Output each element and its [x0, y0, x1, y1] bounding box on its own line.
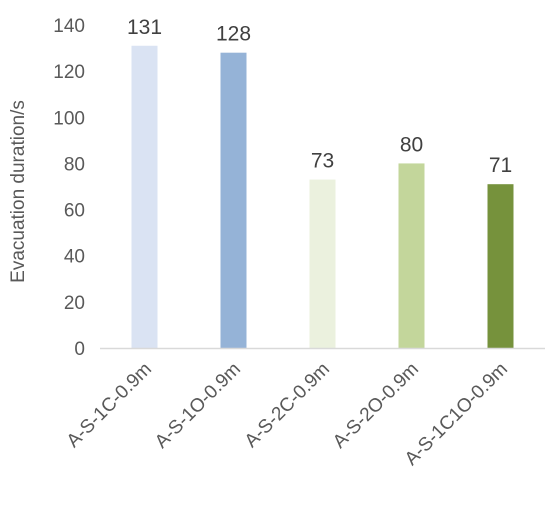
category-label: A-S-1O-0.9m	[151, 359, 245, 453]
y-tick-label: 0	[74, 339, 85, 360]
data-label: 71	[489, 154, 512, 177]
y-axis-title: Evacuation duration/s	[8, 100, 29, 283]
y-tick-label: 20	[64, 293, 85, 314]
bar	[131, 45, 158, 349]
bar	[398, 163, 425, 348]
y-tick-label: 140	[53, 16, 85, 37]
category-label: A-S-2C-0.9m	[241, 359, 334, 452]
y-tick-label: 80	[64, 154, 85, 175]
category-label: A-S-1C-0.9m	[63, 359, 156, 452]
data-label: 73	[311, 150, 334, 173]
y-axis-ticks: 0 20 40 60 80 100 120 140	[53, 16, 85, 360]
data-labels: 131 128 73 80 71	[127, 16, 512, 177]
bar	[487, 184, 514, 348]
data-label: 131	[127, 16, 162, 39]
data-label: 80	[400, 133, 423, 156]
category-labels: A-S-1C-0.9mA-S-1O-0.9mA-S-2C-0.9mA-S-2O-…	[63, 359, 512, 470]
bar	[220, 52, 247, 348]
y-tick-label: 60	[64, 201, 85, 222]
y-tick-label: 40	[64, 247, 85, 268]
bars	[131, 45, 514, 349]
data-label: 128	[216, 23, 251, 46]
y-tick-label: 120	[53, 62, 85, 83]
bar	[309, 179, 336, 348]
category-label: A-S-2O-0.9m	[329, 359, 423, 453]
y-tick-label: 100	[53, 108, 85, 129]
